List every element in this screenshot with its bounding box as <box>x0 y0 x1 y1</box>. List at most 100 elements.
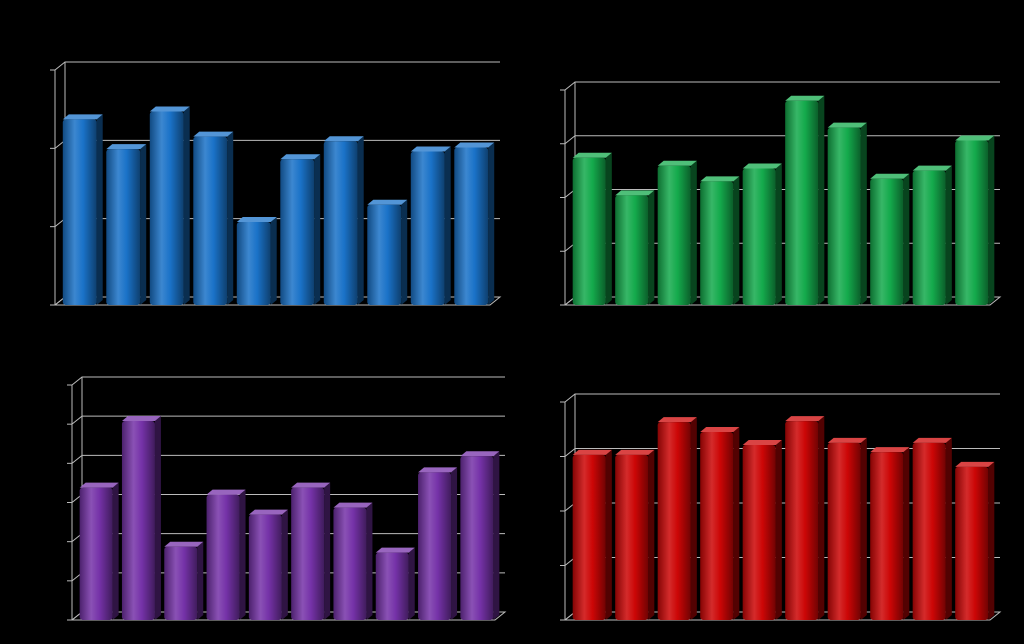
bar-top <box>121 416 161 422</box>
bar <box>193 136 228 305</box>
bar <box>785 100 819 305</box>
bar-side <box>860 437 867 620</box>
bar-top <box>657 417 697 423</box>
bar-side <box>988 461 995 620</box>
bar <box>62 119 97 305</box>
bar <box>280 159 315 305</box>
bar-top <box>367 199 408 205</box>
grid-line <box>54 61 500 71</box>
bar <box>367 204 402 305</box>
bar <box>375 552 409 620</box>
bar-top <box>870 447 910 453</box>
bar <box>410 151 445 305</box>
bar-side <box>733 426 740 620</box>
bar-top <box>460 451 500 457</box>
bar-top <box>62 114 103 120</box>
bar <box>742 445 776 620</box>
bar-top <box>291 482 331 488</box>
bar-side <box>818 95 825 305</box>
bar <box>149 111 184 306</box>
bar-top <box>149 106 190 112</box>
bar-side <box>154 416 161 620</box>
bar <box>121 421 155 620</box>
bar <box>460 456 494 620</box>
bar-top <box>280 154 321 160</box>
bar <box>827 127 861 305</box>
bar-top <box>615 190 655 196</box>
bar-top <box>454 142 495 148</box>
bar <box>333 507 367 620</box>
bar-side <box>451 467 458 620</box>
bar-side <box>366 502 373 620</box>
bar <box>785 421 819 620</box>
bar <box>615 454 649 620</box>
bar-side <box>227 131 234 305</box>
bar-side <box>648 190 655 305</box>
bar <box>912 170 946 305</box>
grid-line <box>564 393 1000 403</box>
bar <box>323 141 358 305</box>
bar-top <box>323 136 364 142</box>
bar-top <box>742 440 782 446</box>
bar-top <box>700 426 740 432</box>
bar-side <box>903 173 910 305</box>
bar-side <box>357 136 364 305</box>
bar-top <box>827 122 867 128</box>
bar <box>955 140 989 305</box>
bar-side <box>648 449 655 620</box>
bar <box>248 514 282 620</box>
bar-side <box>860 122 867 305</box>
bar-side <box>775 163 782 305</box>
bar-top <box>333 502 373 508</box>
bar-side <box>112 482 119 620</box>
bar <box>79 487 113 620</box>
bar-top <box>785 416 825 422</box>
bar-top <box>164 541 204 547</box>
bar-top <box>206 489 246 495</box>
bar-side <box>314 154 321 305</box>
bar-top <box>79 482 119 488</box>
bar-side <box>945 437 952 620</box>
bar-top <box>375 547 415 553</box>
bar <box>236 221 271 305</box>
bar <box>700 181 734 305</box>
grid-line <box>564 81 1000 91</box>
bar-top <box>700 176 740 182</box>
bar-top <box>742 163 782 169</box>
bar-side <box>945 165 952 305</box>
bar-side <box>408 547 415 620</box>
bar-side <box>605 449 612 620</box>
bar-side <box>690 417 697 620</box>
bar-top <box>785 95 825 101</box>
bar <box>164 546 198 620</box>
grid-line <box>71 454 505 464</box>
bar-side <box>488 142 495 305</box>
bar-side <box>605 152 612 305</box>
bar-side <box>281 509 288 620</box>
grid-line <box>71 376 505 386</box>
bar-top <box>955 461 995 467</box>
bar-top <box>912 437 952 443</box>
bar-side <box>444 146 451 305</box>
bar-top <box>410 146 451 152</box>
bar-side <box>239 489 246 620</box>
bar-side <box>324 482 331 620</box>
bar-top <box>827 437 867 443</box>
bar-top <box>912 165 952 171</box>
bar-side <box>493 451 500 620</box>
bar <box>106 149 141 305</box>
bar <box>657 165 691 305</box>
bar-top <box>236 216 277 222</box>
bar-top <box>248 509 288 515</box>
bar-top <box>193 131 234 137</box>
bar <box>700 431 734 620</box>
bar <box>870 178 904 305</box>
bar-top <box>418 467 458 473</box>
bar-side <box>733 176 740 305</box>
bar <box>572 157 606 305</box>
bar <box>870 452 904 620</box>
bar <box>955 466 989 620</box>
bar-side <box>903 447 910 620</box>
bar <box>206 494 240 620</box>
